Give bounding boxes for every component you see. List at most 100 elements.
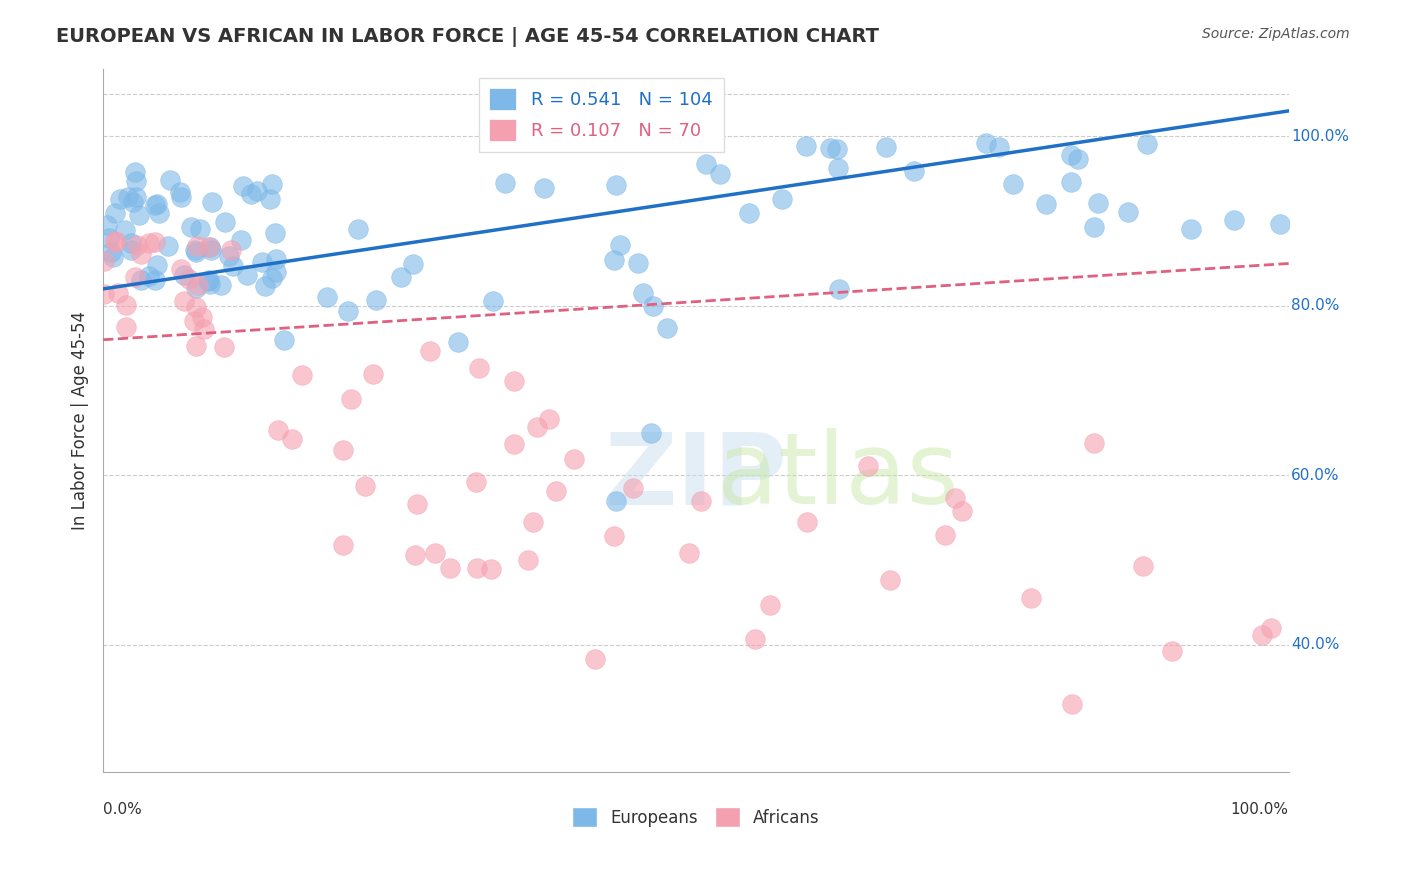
Point (124, 270, 146, 285)
Point (125, 174, 148, 188)
Point (1136, 136, 1159, 151)
Point (173, 268, 195, 282)
Text: 100.0%: 100.0% (1230, 802, 1289, 817)
Point (494, 177, 516, 191)
Point (125, 237, 148, 252)
Legend: Europeans, Africans: Europeans, Africans (565, 800, 827, 834)
Point (1161, 644, 1184, 658)
Point (583, 651, 606, 665)
Point (402, 257, 425, 271)
Point (818, 141, 841, 155)
Point (332, 538, 354, 552)
Point (115, 298, 138, 312)
Text: 40.0%: 40.0% (1291, 638, 1340, 652)
Point (93, 253, 115, 268)
Point (129, 247, 152, 261)
Point (273, 333, 295, 347)
Point (479, 562, 502, 576)
Point (423, 546, 446, 560)
Point (114, 223, 136, 237)
Text: 100.0%: 100.0% (1291, 128, 1348, 144)
Point (252, 254, 274, 268)
Point (179, 271, 201, 285)
Point (744, 632, 766, 647)
Point (1260, 621, 1282, 635)
Point (950, 504, 973, 518)
Point (291, 368, 314, 382)
Point (183, 243, 205, 257)
Point (537, 411, 560, 425)
Point (1067, 152, 1090, 166)
Point (759, 598, 782, 612)
Point (263, 226, 285, 240)
Point (190, 310, 212, 325)
Point (129, 273, 152, 287)
Point (695, 157, 717, 171)
Point (110, 192, 132, 206)
Point (122, 195, 145, 210)
Point (516, 553, 538, 567)
Point (562, 451, 585, 466)
Point (104, 206, 127, 220)
Point (169, 185, 191, 199)
Point (439, 561, 461, 575)
Point (212, 339, 235, 353)
Point (120, 235, 142, 250)
Text: EUROPEAN VS AFRICAN IN LABOR FORCE | AGE 45-54 CORRELATION CHART: EUROPEAN VS AFRICAN IN LABOR FORCE | AGE… (56, 27, 879, 46)
Point (209, 278, 232, 293)
Point (214, 215, 236, 229)
Point (253, 279, 276, 293)
Point (465, 475, 488, 489)
Point (419, 343, 441, 358)
Point (103, 250, 125, 264)
Point (188, 221, 211, 235)
Point (219, 243, 242, 257)
Text: atlas: atlas (717, 428, 959, 525)
Point (146, 197, 169, 211)
Point (120, 244, 142, 258)
Point (796, 139, 818, 153)
Point (689, 493, 711, 508)
Point (827, 161, 849, 175)
Point (943, 491, 966, 506)
Point (115, 319, 138, 334)
Point (125, 190, 148, 204)
Point (1223, 213, 1246, 227)
Point (364, 293, 387, 307)
Point (240, 186, 263, 201)
Point (627, 256, 650, 270)
Point (259, 192, 281, 206)
Point (1180, 221, 1202, 235)
Point (266, 423, 288, 437)
Point (770, 192, 793, 206)
Point (143, 273, 166, 287)
Point (503, 374, 526, 388)
Point (117, 190, 139, 204)
Point (609, 238, 631, 252)
Point (218, 249, 240, 263)
Point (631, 286, 654, 301)
Point (145, 235, 167, 249)
Point (183, 314, 205, 328)
Point (447, 334, 470, 349)
Point (522, 515, 544, 529)
Point (107, 285, 129, 300)
Point (146, 258, 169, 272)
Point (184, 301, 207, 315)
Point (170, 261, 193, 276)
Point (482, 293, 505, 308)
Point (1132, 558, 1154, 573)
Point (389, 270, 412, 285)
Point (467, 360, 489, 375)
Point (934, 528, 956, 542)
Text: 0.0%: 0.0% (103, 802, 142, 817)
Point (198, 240, 221, 254)
Point (197, 274, 219, 288)
Point (198, 273, 221, 287)
Point (138, 236, 160, 251)
Point (503, 437, 526, 451)
Point (201, 195, 224, 210)
Point (222, 259, 245, 273)
Point (603, 253, 626, 268)
Point (100, 245, 122, 260)
